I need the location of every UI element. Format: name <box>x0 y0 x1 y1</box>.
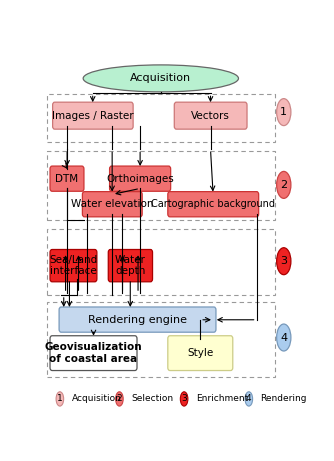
FancyBboxPatch shape <box>168 336 233 371</box>
FancyBboxPatch shape <box>108 249 153 282</box>
Text: 1: 1 <box>57 395 63 403</box>
FancyBboxPatch shape <box>50 249 97 282</box>
FancyBboxPatch shape <box>59 307 216 332</box>
Text: 2: 2 <box>280 180 287 190</box>
Text: 1: 1 <box>280 107 287 117</box>
FancyBboxPatch shape <box>168 192 259 217</box>
Ellipse shape <box>180 392 188 406</box>
Bar <box>47 302 275 377</box>
Text: DTM: DTM <box>55 174 78 183</box>
Ellipse shape <box>277 171 291 198</box>
Text: Selection: Selection <box>131 395 173 403</box>
Text: Geovisualization
of coastal area: Geovisualization of coastal area <box>45 343 142 364</box>
Ellipse shape <box>277 99 291 125</box>
Text: 4: 4 <box>246 395 252 403</box>
Ellipse shape <box>83 65 238 92</box>
Text: Enrichment: Enrichment <box>196 395 248 403</box>
Ellipse shape <box>277 248 291 275</box>
Ellipse shape <box>245 392 253 406</box>
FancyBboxPatch shape <box>110 166 171 191</box>
Text: 3: 3 <box>280 256 287 266</box>
Ellipse shape <box>56 392 64 406</box>
Text: Style: Style <box>187 348 213 358</box>
FancyBboxPatch shape <box>53 102 133 129</box>
FancyBboxPatch shape <box>50 336 137 371</box>
Text: Images / Raster: Images / Raster <box>52 111 134 121</box>
Text: Acquisition: Acquisition <box>130 73 191 83</box>
Bar <box>47 229 275 295</box>
Text: Water elevation: Water elevation <box>71 199 154 209</box>
Bar <box>47 95 275 142</box>
Ellipse shape <box>116 392 123 406</box>
Text: Vectors: Vectors <box>191 111 230 121</box>
Text: Rendering engine: Rendering engine <box>88 314 187 325</box>
Text: Sea/Land
interface: Sea/Land interface <box>49 255 98 277</box>
Text: 4: 4 <box>280 332 287 343</box>
FancyBboxPatch shape <box>82 192 142 217</box>
FancyBboxPatch shape <box>174 102 247 129</box>
FancyBboxPatch shape <box>50 166 84 191</box>
Text: 2: 2 <box>117 395 122 403</box>
Text: Cartographic background: Cartographic background <box>151 199 275 209</box>
Text: Water
depth: Water depth <box>115 255 146 277</box>
Text: 3: 3 <box>181 395 187 403</box>
Text: Orthoimages: Orthoimages <box>106 174 174 183</box>
Ellipse shape <box>277 324 291 351</box>
Text: Acquisition: Acquisition <box>71 395 121 403</box>
Bar <box>47 151 275 220</box>
Text: Rendering: Rendering <box>261 395 307 403</box>
